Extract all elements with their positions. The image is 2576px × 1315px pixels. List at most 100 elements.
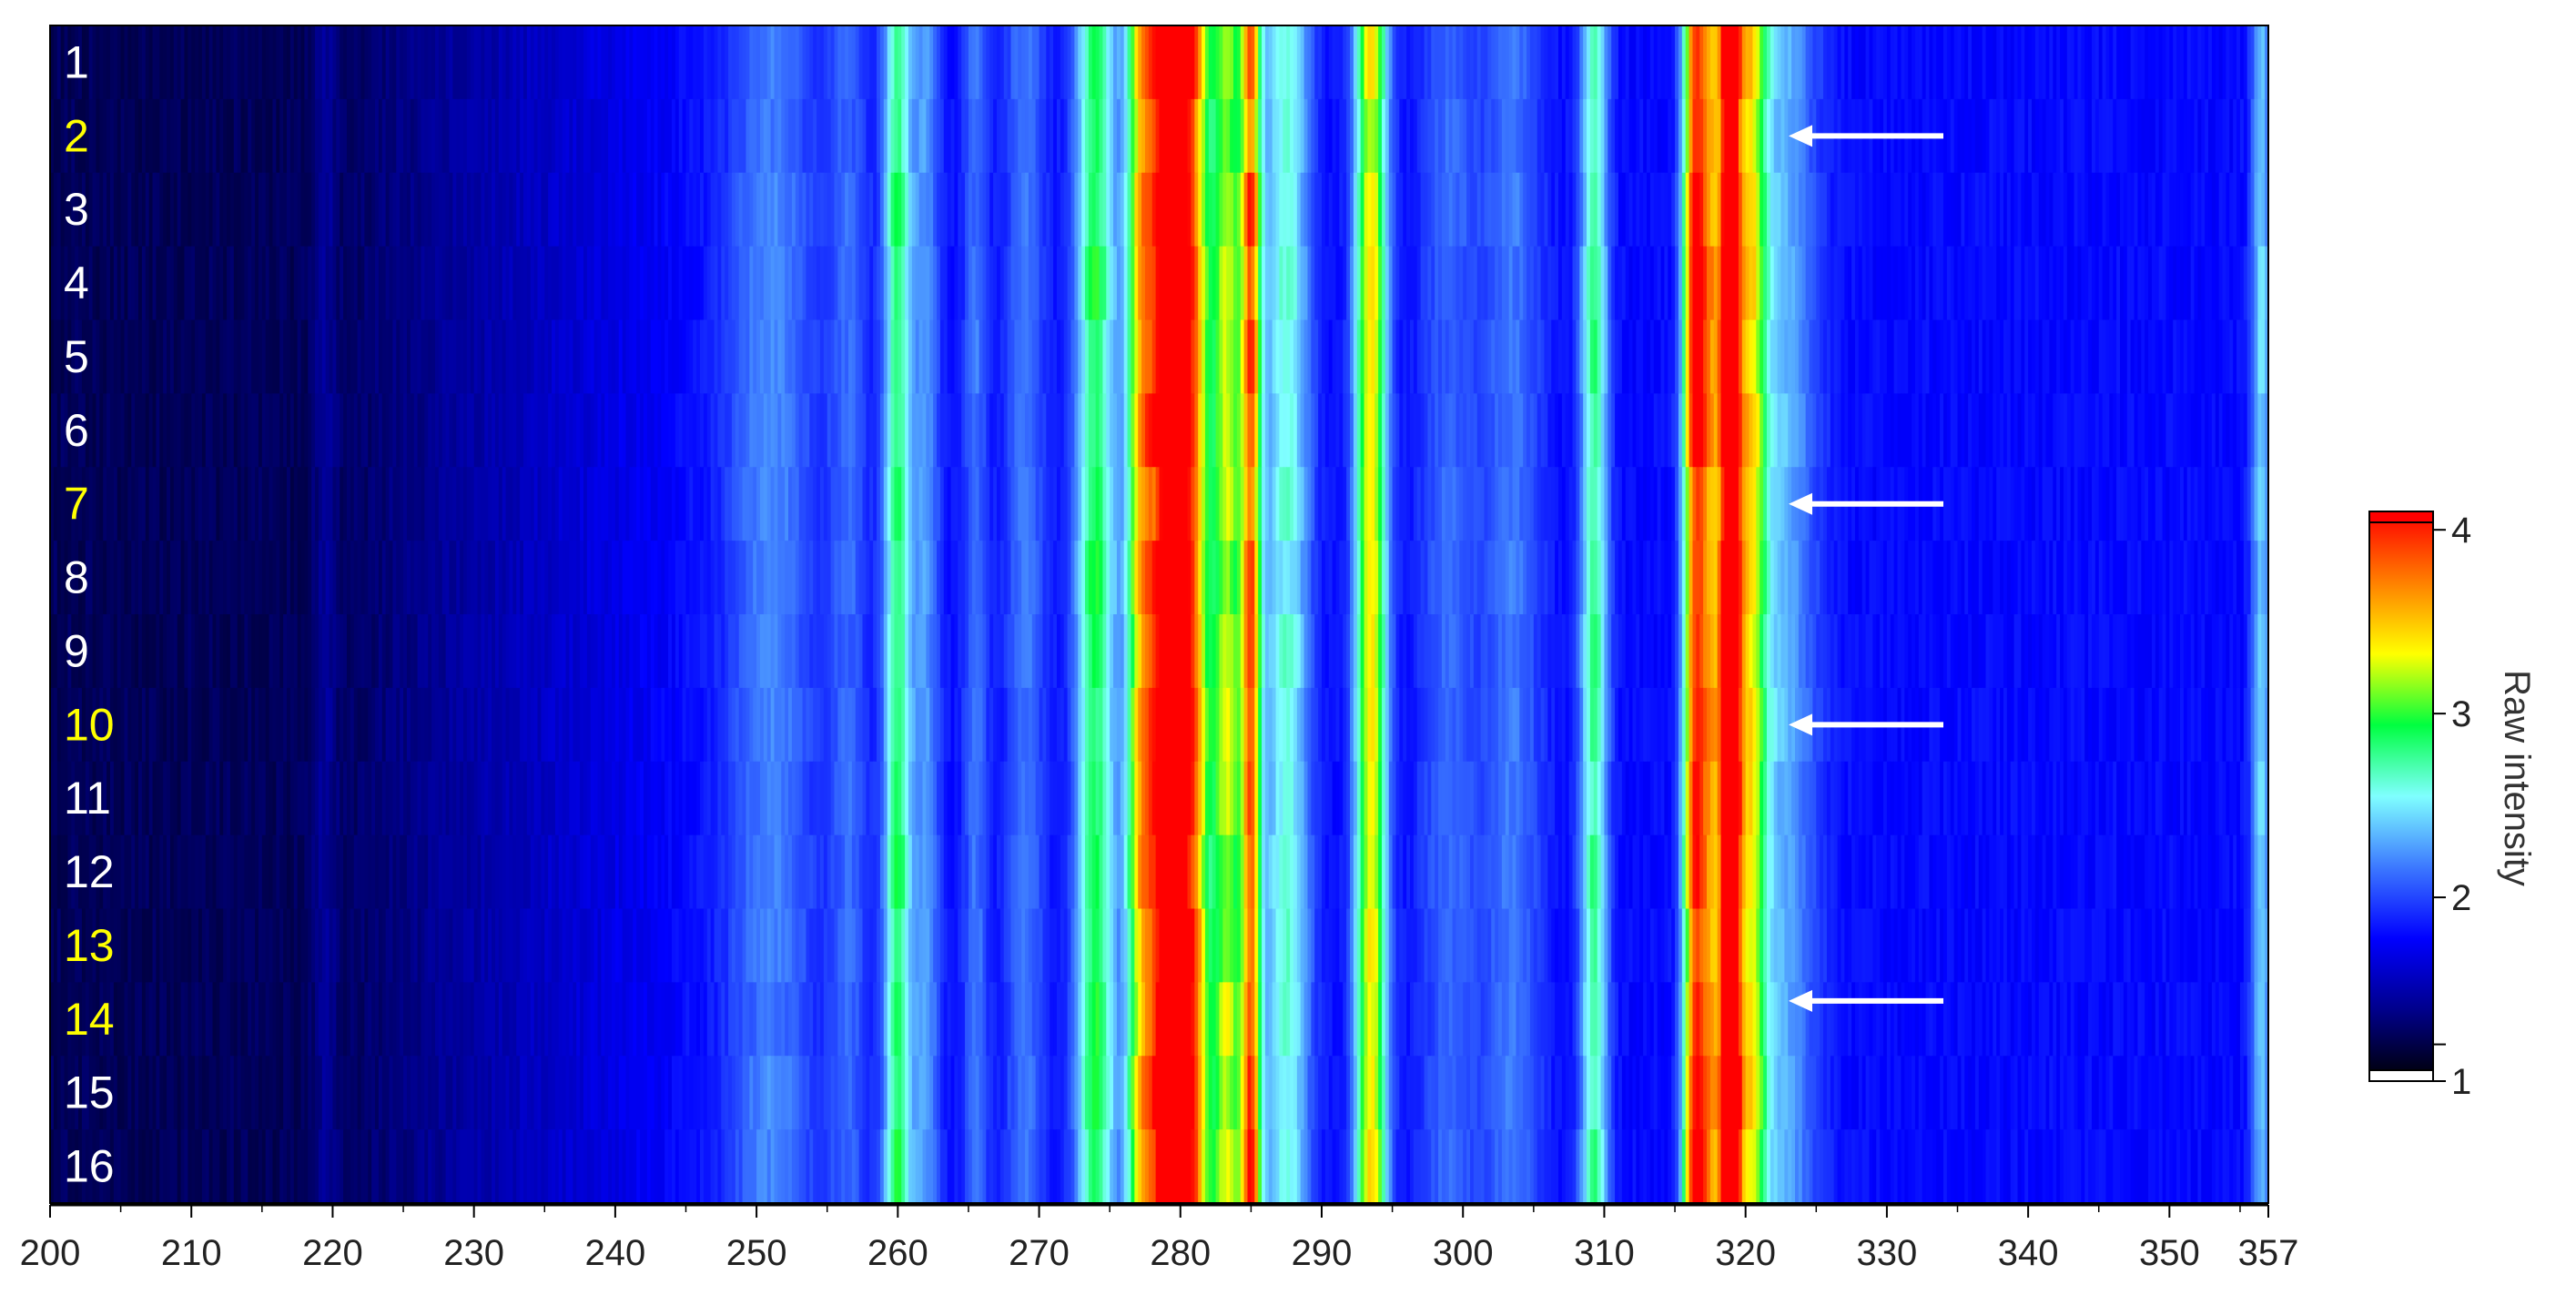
heatmap-cell: [1269, 467, 1273, 541]
heatmap-cell: [1427, 99, 1431, 173]
heatmap-cell: [679, 173, 683, 247]
heatmap-cell: [777, 173, 781, 247]
heatmap-cell: [1810, 541, 1813, 614]
heatmap-cell: [827, 320, 831, 394]
heatmap-cell: [1152, 320, 1156, 394]
heatmap-cell: [446, 541, 450, 614]
heatmap-cell: [1269, 173, 1273, 247]
heatmap-cell: [1050, 541, 1053, 614]
heatmap-cell: [424, 320, 428, 394]
heatmap-cell: [2053, 541, 2056, 614]
heatmap-cell: [2163, 393, 2166, 467]
heatmap-cell: [1209, 541, 1212, 614]
heatmap-cell: [1778, 247, 1781, 320]
heatmap-cell: [1943, 25, 1947, 99]
heatmap-cell: [1343, 393, 1346, 467]
heatmap-cell: [597, 99, 601, 173]
heatmap-cell: [1459, 99, 1463, 173]
heatmap-cell: [117, 320, 121, 394]
heatmap-cell: [1346, 467, 1350, 541]
heatmap-cell: [1993, 25, 1996, 99]
heatmap-cell: [1983, 247, 1986, 320]
heatmap-cell: [354, 320, 358, 394]
heatmap-cell: [1438, 320, 1442, 394]
heatmap-cell: [435, 541, 439, 614]
heatmap-cell: [1382, 25, 1385, 99]
heatmap-cell: [2165, 173, 2169, 247]
heatmap-cell: [704, 541, 707, 614]
heatmap-cell: [2135, 393, 2138, 467]
heatmap-cell: [1668, 393, 1671, 467]
heatmap-cell: [1453, 320, 1456, 394]
heatmap-cell: [700, 320, 704, 394]
heatmap-cell: [2028, 25, 2032, 99]
heatmap-cell: [298, 247, 301, 320]
heatmap-cell: [1601, 25, 1605, 99]
heatmap-cell: [1173, 173, 1177, 247]
heatmap-cell: [1040, 393, 1043, 467]
heatmap-cell: [1989, 541, 1993, 614]
heatmap-cell: [792, 25, 796, 99]
heatmap-cell: [792, 99, 796, 173]
heatmap-cell: [1421, 467, 1425, 541]
heatmap-cell: [1074, 467, 1078, 541]
heatmap-cell: [57, 99, 61, 173]
heatmap-cell: [343, 247, 347, 320]
heatmap-cell: [1188, 99, 1192, 173]
heatmap-cell: [57, 173, 61, 247]
heatmap-cell: [1633, 25, 1637, 99]
heatmap-cell: [1898, 247, 1902, 320]
heatmap-cell: [1763, 320, 1767, 394]
heatmap-cell: [474, 25, 478, 99]
heatmap-cell: [901, 320, 905, 394]
heatmap-cell: [972, 467, 976, 541]
heatmap-cell: [1113, 99, 1117, 173]
heatmap-cell: [933, 541, 937, 614]
heatmap-cell: [563, 173, 566, 247]
heatmap-cell: [1438, 393, 1442, 467]
heatmap-cell: [972, 247, 976, 320]
heatmap-cell: [1314, 393, 1318, 467]
heatmap-cell: [721, 320, 725, 394]
heatmap-cell: [149, 99, 153, 173]
heatmap-cell: [696, 173, 700, 247]
heatmap-cell: [523, 393, 527, 467]
heatmap-cell: [269, 173, 273, 247]
heatmap-cell: [792, 541, 796, 614]
heatmap-cell: [1763, 247, 1767, 320]
heatmap-cell: [880, 393, 884, 467]
heatmap-cell: [1364, 541, 1368, 614]
heatmap-cell: [651, 393, 654, 467]
heatmap-cell: [1021, 99, 1025, 173]
heatmap-cell: [1170, 25, 1173, 99]
heatmap-cell: [523, 173, 527, 247]
heatmap-cell: [506, 99, 510, 173]
heatmap-cell: [1333, 173, 1336, 247]
heatmap-cell: [1004, 393, 1008, 467]
heatmap-cell: [1806, 320, 1810, 394]
heatmap-cell: [951, 393, 955, 467]
heatmap-cell: [1297, 99, 1301, 173]
heatmap-cell: [1191, 467, 1194, 541]
heatmap-cell: [1350, 541, 1354, 614]
heatmap-cell: [869, 541, 873, 614]
heatmap-cell: [2180, 247, 2184, 320]
heatmap-cell: [2116, 541, 2120, 614]
heatmap-cell: [626, 320, 630, 394]
heatmap-cell: [2095, 99, 2099, 173]
heatmap-cell: [785, 247, 788, 320]
heatmap-cell: [1177, 25, 1181, 99]
heatmap-cell: [1855, 393, 1859, 467]
heatmap-cell: [1929, 393, 1932, 467]
heatmap-cell: [559, 99, 563, 173]
heatmap-cell: [336, 393, 340, 467]
heatmap-cell: [2131, 541, 2135, 614]
heatmap-cell: [1128, 393, 1131, 467]
heatmap-cell: [2049, 99, 2053, 173]
heatmap-cell: [604, 467, 608, 541]
heatmap-cell: [332, 99, 336, 173]
heatmap-cell: [177, 99, 181, 173]
heatmap-cell: [1604, 247, 1607, 320]
heatmap-cell: [1936, 393, 1940, 467]
heatmap-cell: [1064, 99, 1068, 173]
